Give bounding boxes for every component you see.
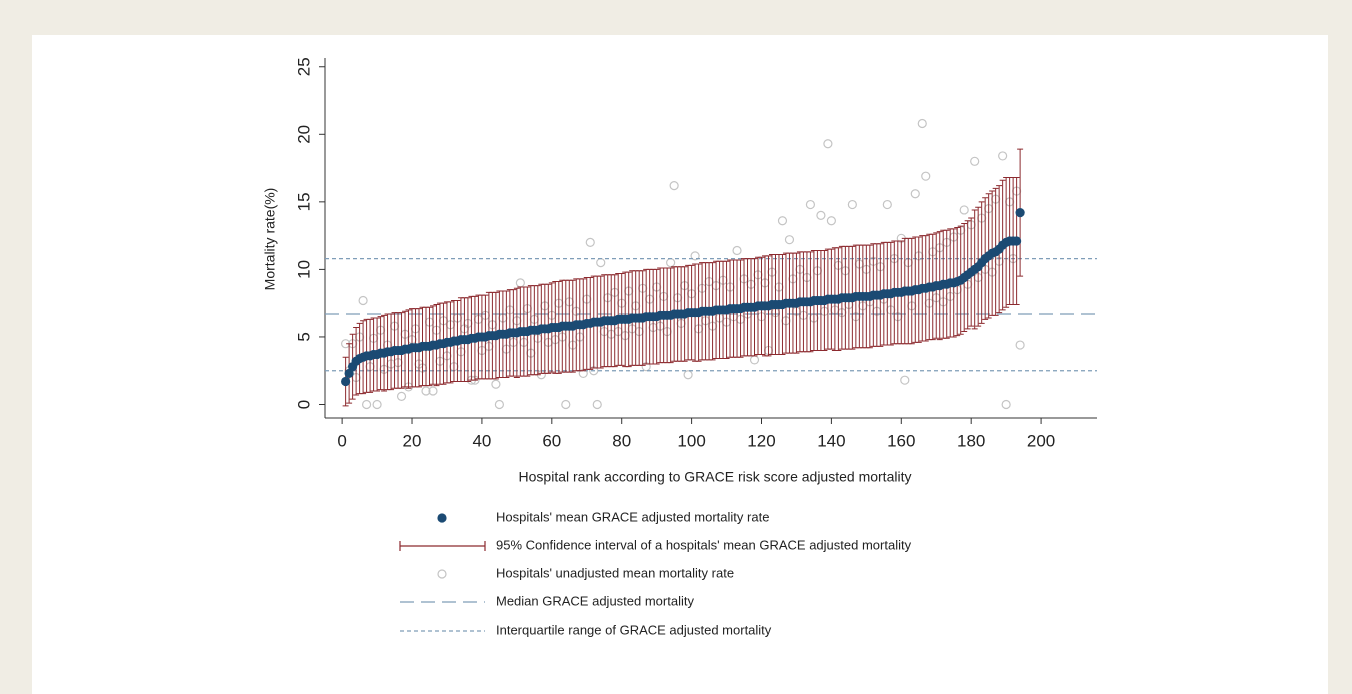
unadjusted-point (361, 399, 372, 410)
y-tick-label: 5 (294, 332, 313, 341)
unadjusted-point (585, 237, 595, 247)
x-tick-label: 160 (887, 431, 915, 450)
x-tick-label: 180 (957, 431, 985, 450)
legend-label: Interquartile range of GRACE adjusted mo… (496, 622, 772, 637)
x-tick-label: 80 (612, 431, 631, 450)
legend-symbol (437, 513, 447, 523)
unadjusted-point (669, 181, 679, 191)
y-tick-label: 15 (294, 192, 313, 211)
legend-label: Median GRACE adjusted mortality (496, 593, 694, 608)
x-tick-label: 40 (472, 431, 491, 450)
mean-point (1015, 208, 1025, 218)
unadjusted-point (921, 171, 931, 181)
unadjusted-point (826, 216, 836, 226)
y-tick-label: 20 (294, 125, 313, 144)
unadjusted-point (784, 235, 795, 245)
y-tick-label: 0 (294, 400, 313, 409)
unadjusted-point (882, 199, 892, 210)
x-tick-label: 120 (747, 431, 775, 450)
unadjusted-point (1001, 399, 1011, 410)
legend-symbol (437, 569, 447, 579)
unadjusted-point (732, 245, 742, 256)
unadjusted-point (900, 375, 910, 385)
unadjusted-point (683, 370, 693, 380)
unadjusted-point (372, 399, 382, 410)
x-axis-label: Hospital rank according to GRACE risk sc… (519, 469, 912, 485)
unadjusted-point (910, 189, 920, 199)
unadjusted-point (690, 251, 700, 261)
x-tick-label: 0 (337, 431, 346, 450)
unadjusted-point (959, 205, 969, 215)
mean-point (344, 368, 354, 379)
x-tick-label: 200 (1027, 431, 1055, 450)
x-tick-label: 60 (542, 431, 561, 450)
unadjusted-point (421, 386, 431, 396)
unadjusted-point (816, 210, 826, 220)
unadjusted-point (592, 399, 602, 410)
x-tick-label: 140 (817, 431, 845, 450)
legend-label: Hospitals' mean GRACE adjusted mortality… (496, 509, 769, 524)
unadjusted-point (805, 199, 816, 210)
unadjusted-point (494, 399, 504, 410)
unadjusted-point (917, 118, 927, 129)
legend-label: 95% Confidence interval of a hospitals' … (496, 537, 912, 552)
unadjusted-point (1015, 340, 1025, 350)
legend-symbol (399, 541, 486, 551)
unadjusted-point (491, 379, 501, 389)
mean-point (341, 376, 351, 387)
y-tick-label: 10 (294, 260, 313, 279)
y-axis-label: Mortality rate(%) (262, 188, 278, 291)
unadjusted-point (998, 151, 1008, 161)
mean-point (1012, 236, 1022, 246)
unadjusted-point (777, 216, 788, 226)
y-tick-label: 25 (294, 57, 313, 76)
unadjusted-point (970, 156, 980, 166)
unadjusted-point (358, 295, 368, 306)
x-tick-label: 20 (403, 431, 422, 450)
unadjusted-point (561, 399, 571, 410)
panel (32, 35, 1328, 694)
x-tick-label: 100 (677, 431, 705, 450)
unadjusted-point (428, 386, 438, 396)
unadjusted-point (396, 391, 407, 401)
legend-label: Hospitals' unadjusted mean mortality rat… (496, 565, 734, 580)
unadjusted-point (847, 199, 857, 210)
unadjusted-point (823, 139, 833, 149)
